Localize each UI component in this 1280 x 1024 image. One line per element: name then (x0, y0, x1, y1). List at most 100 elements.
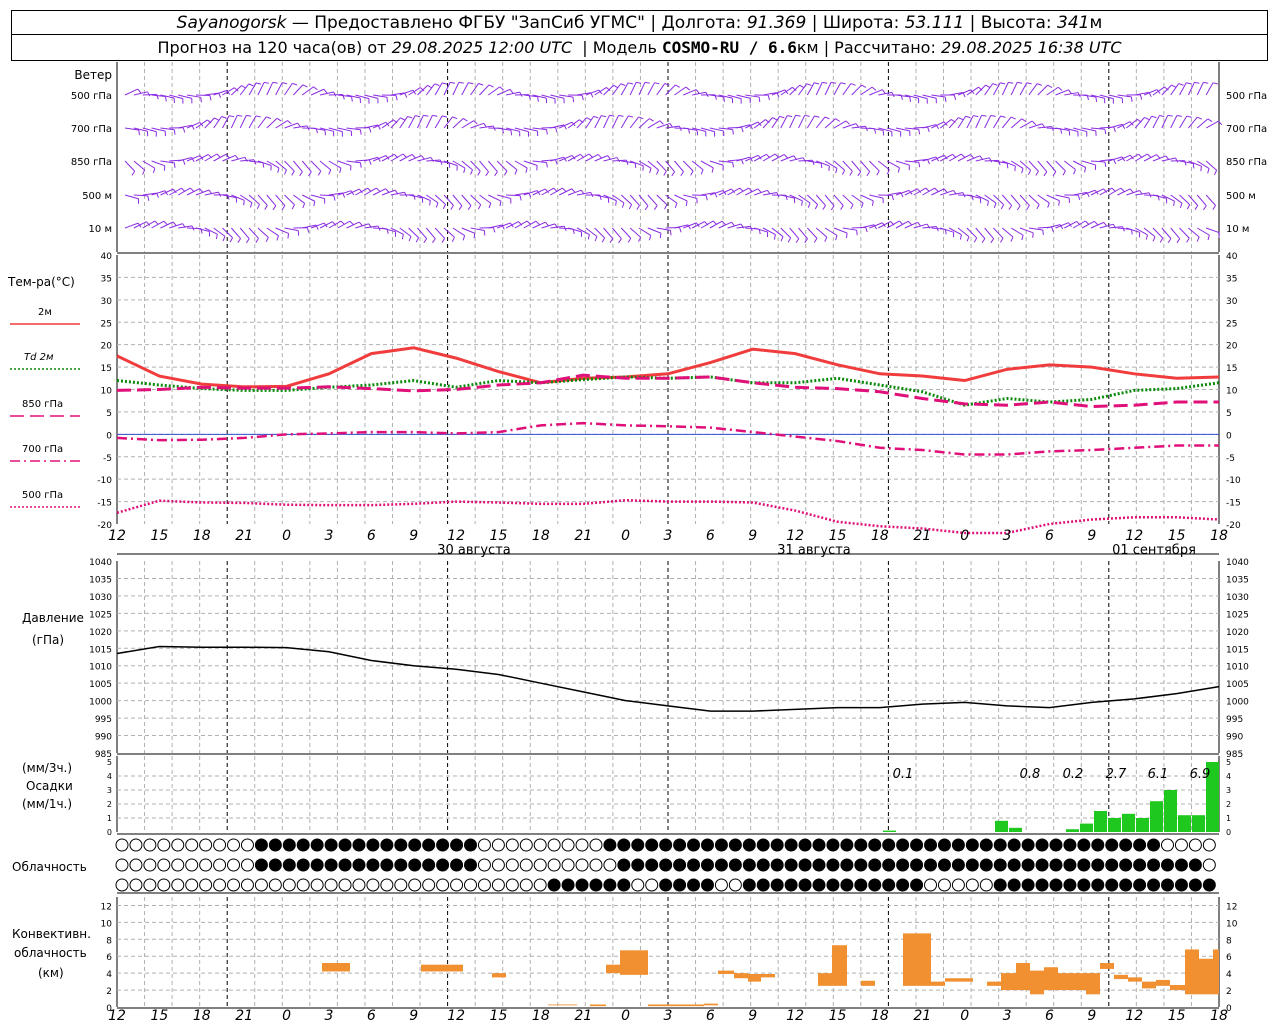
wind-barb (346, 188, 360, 196)
wind-barb (434, 82, 443, 96)
x-tick-label-bottom: 18 (532, 1008, 550, 1024)
wind-barb-feather (1212, 205, 1216, 210)
wind-barb (798, 227, 808, 240)
wind-barb (390, 191, 405, 196)
wind-barb (869, 194, 884, 199)
cloud-symbol (324, 878, 338, 892)
wind-barb (443, 194, 454, 206)
forecast-label: Прогноз на 120 часа(ов) от (157, 38, 387, 57)
wind-barb (1019, 82, 1028, 96)
wind-barb (248, 82, 257, 96)
temp-tick: 30 (101, 297, 113, 307)
wind-barb-feather (659, 233, 662, 239)
wind-barb-feather (638, 236, 642, 242)
wind-barb (470, 83, 479, 96)
wind-barb-feather (226, 90, 231, 95)
wind-barb (798, 194, 811, 204)
wind-barb-feather (935, 156, 940, 162)
wind-barb-feather (463, 167, 466, 174)
wind-barb (869, 127, 884, 131)
wind-barb (683, 89, 697, 96)
wind-barb (488, 194, 502, 202)
wind-barb-feather (807, 202, 811, 208)
wind-barb (1143, 227, 1156, 238)
wind-barb-feather (981, 238, 986, 244)
x-tick-label-bottom: 6 (1045, 1008, 1054, 1024)
pressure-unit: (гПа) (32, 633, 64, 647)
wind-barb-feather (359, 129, 362, 135)
wind-barb (266, 227, 279, 237)
wind-barb (700, 127, 715, 133)
wind-barb-feather (218, 92, 222, 98)
wind-barb-feather (1207, 118, 1213, 123)
cloud-symbol (1007, 838, 1021, 852)
wind-barb (877, 160, 890, 171)
wind-barb-feather (1152, 236, 1156, 242)
x-tick-label-bottom: 21 (574, 1008, 592, 1024)
wind-barb (824, 227, 838, 236)
cloud-symbol (631, 838, 645, 852)
wind-barb-feather (1028, 169, 1032, 175)
wind-barb-feather (209, 95, 212, 101)
precip-label-top: (мм/3ч.) (22, 761, 72, 775)
wind-barb (1073, 127, 1087, 133)
wind-barb-feather (748, 187, 753, 192)
wind-barb (523, 160, 538, 166)
wind-barb (878, 127, 892, 132)
wind-barb (815, 227, 828, 238)
wind-barb-feather (571, 155, 576, 160)
wind-barb-feather (221, 116, 227, 119)
wind-barb-feather (255, 238, 259, 243)
wind-barb-feather (741, 159, 744, 165)
pressure-tick: 1030 (89, 593, 112, 603)
wind-barb-feather (423, 238, 428, 243)
wind-barb (337, 190, 352, 196)
wind-barb (142, 127, 157, 133)
wind-barb (1205, 227, 1220, 234)
cloud-symbol (1147, 878, 1161, 892)
cloud-symbol (924, 858, 938, 872)
temp-tick: 10 (101, 387, 113, 397)
conv-bar (548, 1004, 577, 1006)
wind-barb-feather (618, 114, 624, 117)
pressure-tick: 1040 (89, 558, 112, 568)
wind-barb (488, 86, 501, 96)
wind-barb (248, 227, 259, 239)
wind-barb (638, 82, 646, 96)
wind-barb (408, 194, 423, 199)
wind-barb-feather (256, 204, 260, 210)
wind-barb (186, 155, 201, 162)
temp-tick: 40 (101, 252, 113, 262)
wind-barb (621, 160, 636, 164)
wind-barb (851, 84, 862, 96)
wind-barb (195, 119, 208, 129)
wind-barb-feather (1130, 96, 1133, 102)
conv-bar (1058, 973, 1072, 991)
conv-bar (931, 981, 945, 986)
precip-bar (995, 820, 1008, 832)
temp-tick: -10 (97, 476, 112, 486)
wind-barb (514, 220, 528, 229)
wind-barb (1196, 118, 1209, 129)
precip-bar (1066, 829, 1079, 832)
wind-barb (842, 194, 854, 205)
wind-barb (1099, 94, 1114, 100)
cloud-symbol (268, 878, 282, 892)
wind-barb-feather (1144, 116, 1150, 121)
wind-barb-feather (840, 82, 846, 85)
pressure-tick: 1005 (89, 680, 112, 690)
precip-total: 0.8 (1020, 767, 1041, 782)
wind-barb-feather (432, 238, 436, 244)
wind-barb (727, 187, 741, 196)
wind-barb (745, 188, 759, 196)
wind-barb (1161, 227, 1172, 239)
wind-barb-feather (237, 114, 243, 117)
wind-barb-feather (1178, 83, 1184, 86)
x-tick-label: 12 (447, 528, 465, 544)
wind-barb (1188, 160, 1202, 167)
temp-tick: 20 (101, 342, 113, 352)
wind-barb (620, 82, 629, 96)
wind-barb (1188, 194, 1199, 206)
cloud-symbol (533, 878, 547, 892)
wind-barb (213, 116, 223, 129)
